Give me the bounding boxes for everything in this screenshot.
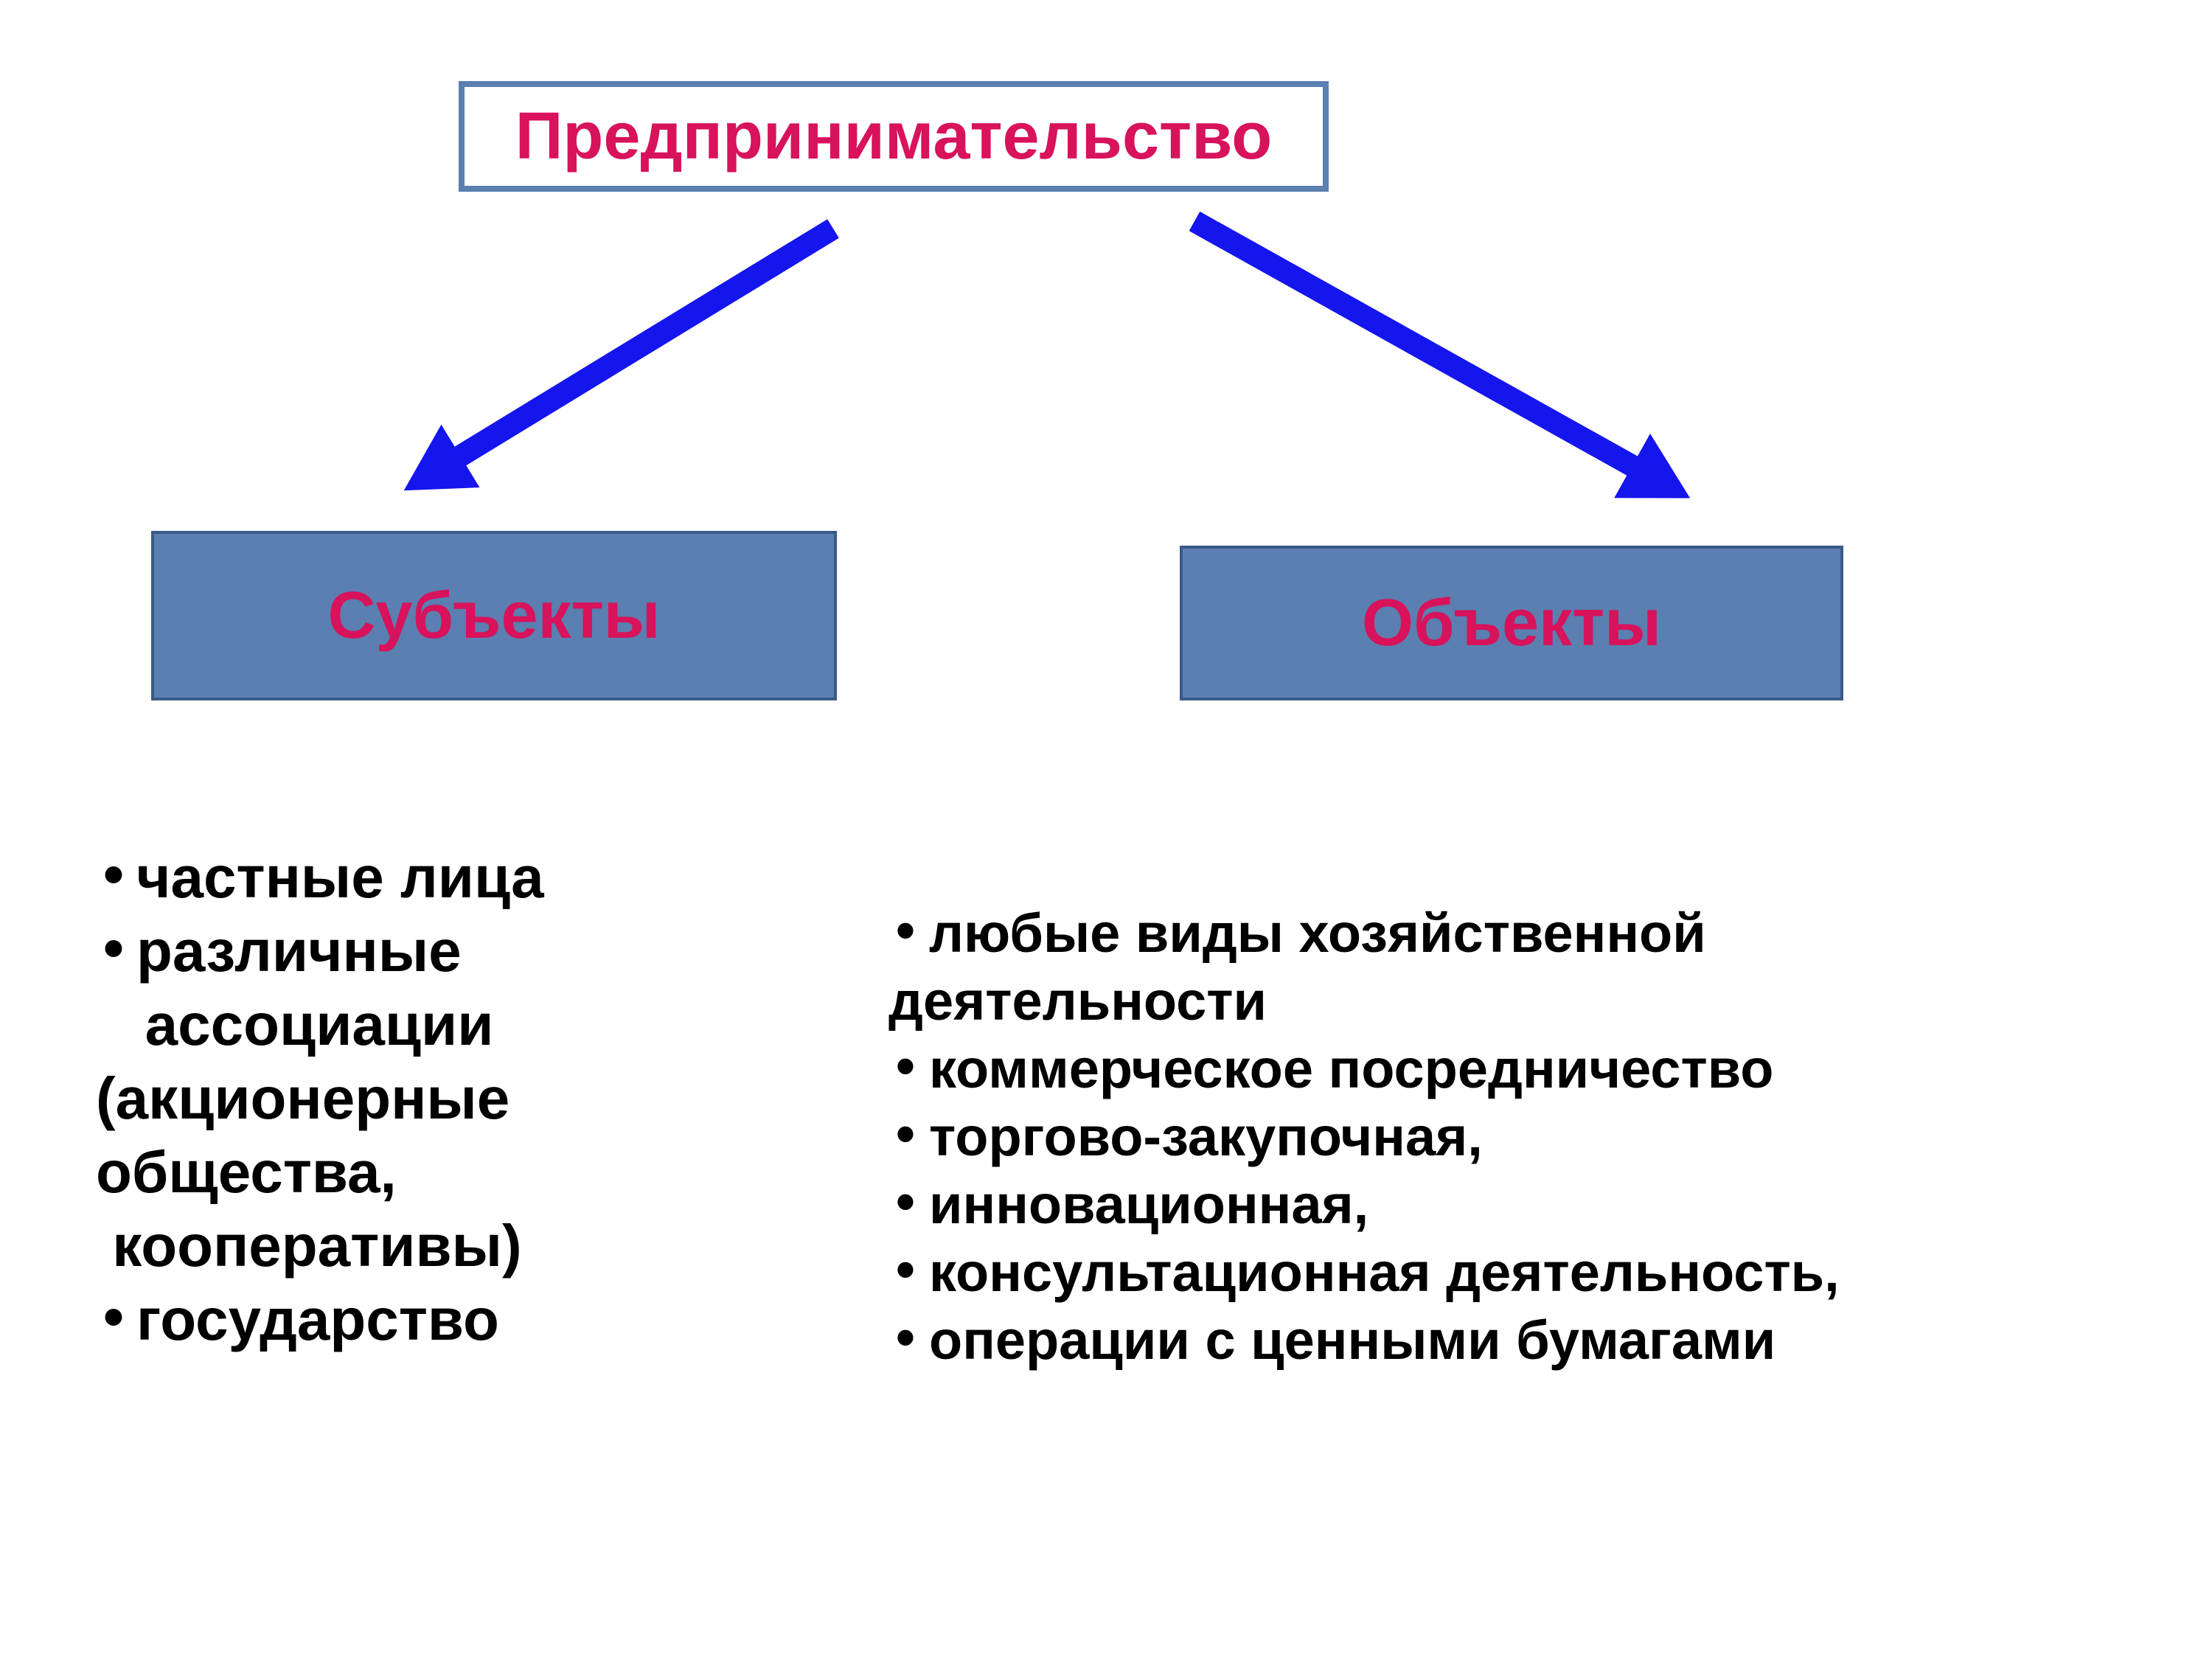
arrow-left [432, 229, 833, 473]
title-box: Предпринимательство [459, 81, 1329, 192]
arrows-svg [0, 0, 2212, 1659]
branch-box-subjects: Субъекты [151, 531, 837, 700]
list-item-wrap: общества, [96, 1135, 833, 1209]
list-item: инновационная, [888, 1171, 2212, 1239]
list-item: частные лица [96, 841, 833, 914]
list-item: государство [96, 1283, 833, 1357]
list-item-wrap: деятельности [888, 967, 2212, 1035]
subjects-list: частные лица различные ассоциации(акцион… [96, 841, 833, 1357]
list-item: коммерческое посредничество [888, 1035, 2212, 1103]
list-item-wrap: (акционерные [96, 1062, 833, 1135]
list-item: консультационная деятельность, [888, 1239, 2212, 1307]
list-item-wrap: ассоциации [96, 988, 833, 1062]
branch-label-subjects: Субъекты [327, 578, 660, 654]
objects-list: любые виды хозяйственнойдеятельности ком… [888, 900, 2212, 1374]
list-item: торгово-закупочная, [888, 1103, 2212, 1171]
title-text: Предпринимательство [515, 99, 1273, 175]
arrow-right [1194, 221, 1661, 482]
list-item: операции с ценными бумагами [888, 1307, 2212, 1374]
branch-label-objects: Объекты [1362, 585, 1661, 661]
list-item-wrap: кооперативы) [96, 1209, 833, 1283]
list-item: любые виды хозяйственной [888, 900, 2212, 967]
list-item: различные [96, 914, 833, 988]
branch-box-objects: Объекты [1180, 546, 1843, 700]
